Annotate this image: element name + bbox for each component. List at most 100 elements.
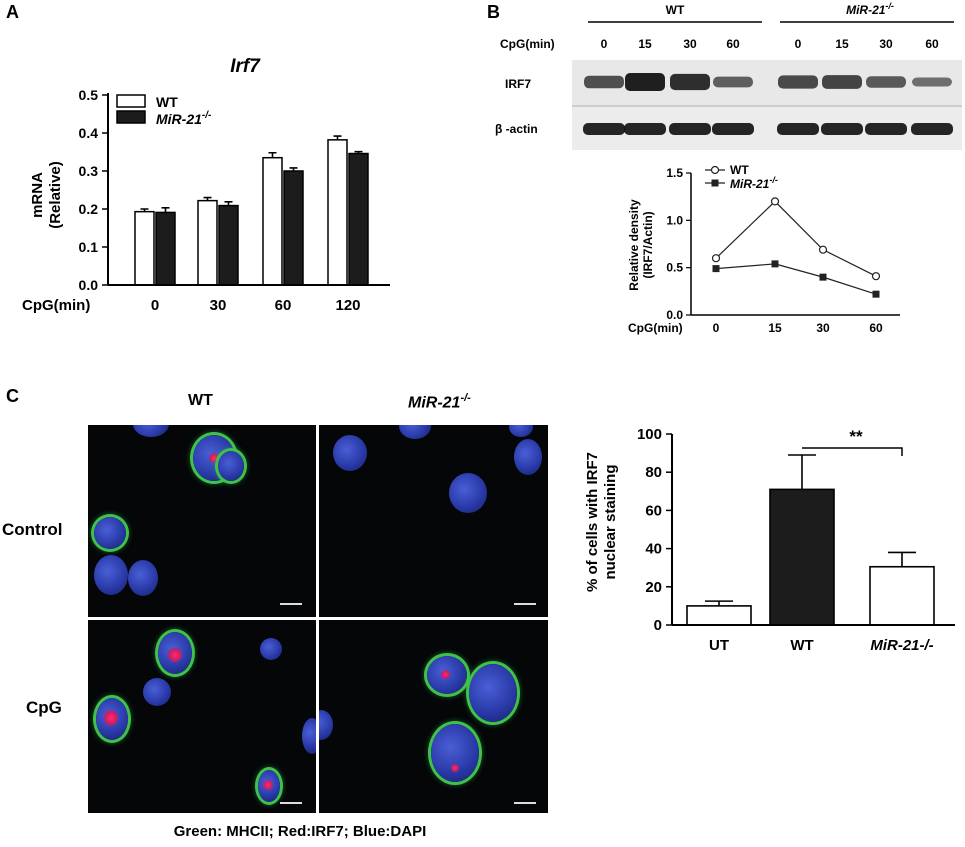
panel-a-chart: Irf7 mRNA (Relative) 0.00.10.20.30.40.5 … <box>22 56 390 314</box>
panel-a-bar <box>134 210 155 286</box>
legend-marker-wt <box>710 165 720 175</box>
blot-header-ko: MiR-21-/- <box>846 1 894 17</box>
legend-line-label-wt: WT <box>730 163 749 177</box>
panel-a-error-bar <box>354 150 363 154</box>
legend-label-wt: WT <box>156 94 178 110</box>
panel-a-ylabel: mRNA (Relative) <box>29 161 64 229</box>
panel-b-ylabel-line2: (IRF7/Actin) <box>641 211 655 278</box>
panel-c-letter: C <box>6 386 19 406</box>
panel-a-ytick-label: 0.0 <box>79 277 99 293</box>
panel-b-point <box>771 260 779 268</box>
panel-a-bar <box>155 211 176 286</box>
panel-a-title: Irf7 <box>230 56 261 77</box>
blot-lane-label: 30 <box>683 37 697 51</box>
blot-band-actin <box>669 123 711 135</box>
legend-ko-name: MiR-21 <box>156 111 202 127</box>
panel-b-point <box>711 254 721 263</box>
panel-b-figure: WT MiR-21-/- CpG(min) 0 15 30 60 0 15 30 60 IRF… <box>495 1 962 335</box>
panel-c-error-bar <box>788 454 816 490</box>
significance-stars: ** <box>849 427 863 446</box>
blot-lane-label: 15 <box>638 37 652 51</box>
panel-c-error-bar <box>705 600 733 606</box>
blot-label-actin: β -actin <box>495 122 538 136</box>
panel-a-xtick-label: 120 <box>335 297 360 314</box>
panel-b-ytick-label: 1.5 <box>666 166 683 180</box>
blot-lane-label: 60 <box>726 37 740 51</box>
panel-b-point <box>770 197 780 206</box>
blot-header-ko-name: MiR-21 <box>846 3 886 17</box>
blot-lane-label: 0 <box>795 37 802 51</box>
blot-band-actin <box>624 123 666 135</box>
panel-b-point <box>712 265 720 273</box>
panel-b-series-line <box>715 263 877 295</box>
row-label-cpg: CpG <box>26 698 62 717</box>
panel-a-xtick-label: 60 <box>275 297 292 314</box>
legend-ko-sup: -/- <box>202 110 212 121</box>
panel-a-bar <box>283 170 304 286</box>
panel-c-ytick-label: 20 <box>645 579 662 596</box>
panel-b-point <box>871 272 881 281</box>
panel-c-ytick-label: 100 <box>637 426 662 443</box>
panel-a-bar <box>262 156 283 286</box>
panel-a-ylabel-line2: (Relative) <box>47 161 64 229</box>
panel-a-xtick-label: 30 <box>210 297 227 314</box>
panel-b-point <box>818 245 828 254</box>
blot-band-irf7 <box>822 75 862 89</box>
panel-a-ylabel-line1: mRNA <box>29 172 46 218</box>
panel-a-ytick-label: 0.5 <box>79 87 99 103</box>
legend-label-ko: MiR-21-/- <box>156 110 212 127</box>
panel-a-bar <box>348 152 369 286</box>
panel-b-ylabel-line1: Relative density <box>627 199 641 291</box>
panel-b-ytick-label: 1.0 <box>666 213 683 227</box>
panel-c-bar <box>769 488 835 626</box>
panel-c-chart: % of cells with IRF7 nuclear staining 0 2… <box>584 426 955 654</box>
panel-b-letter: B <box>487 2 500 22</box>
panel-a-bar <box>218 204 239 286</box>
blot-band-actin <box>583 123 625 135</box>
micrograph-caption: Green: MHCII; Red:IRF7; Blue:DAPI <box>173 823 427 840</box>
blot-band-actin <box>821 123 863 135</box>
panel-a-error-bar <box>268 151 277 158</box>
panel-a-error-bar <box>289 167 298 171</box>
legend-line-ko-name: MiR-21 <box>730 177 770 191</box>
col-header-ko-name: MiR-21 <box>408 394 461 412</box>
blot-lane-label: 15 <box>835 37 849 51</box>
panel-a-error-bar <box>140 208 149 212</box>
panel-c-ylabel: % of cells with IRF7 nuclear staining <box>584 452 619 592</box>
significance-bracket <box>802 447 903 456</box>
legend-line-label-ko: MiR-21-/- <box>730 175 778 191</box>
panel-c-ylabel-line1: % of cells with IRF7 <box>584 452 601 592</box>
micrograph-ko-cpg <box>319 620 548 813</box>
blot-band-irf7 <box>866 76 906 88</box>
micrograph-wt-cpg <box>88 620 316 813</box>
panel-b-x-prefix: CpG(min) <box>628 321 683 335</box>
blot-band-irf7 <box>912 77 952 87</box>
panel-b-point <box>872 290 880 298</box>
panel-b-xtick-label: 60 <box>869 321 883 335</box>
row-label-control: Control <box>2 520 63 539</box>
panel-a-x-prefix: CpG(min) <box>22 297 90 314</box>
panel-c-bar <box>686 605 752 626</box>
blot-band-actin <box>911 123 953 135</box>
blot-band-actin <box>712 123 754 135</box>
panel-b-point <box>819 273 827 281</box>
panel-c-bar <box>869 565 935 626</box>
panel-c-xtick-label: WT <box>790 637 813 654</box>
legend-marker-ko <box>711 179 719 187</box>
legend-swatch-wt <box>116 94 146 108</box>
panel-a-ytick-label: 0.1 <box>79 239 99 255</box>
blot-band-actin <box>777 123 819 135</box>
blot-lane-label: 60 <box>925 37 939 51</box>
blot-header-wt: WT <box>666 3 685 17</box>
legend-line-ko-sup: -/- <box>769 175 778 185</box>
panel-a-xtick-label: 0 <box>151 297 159 314</box>
panel-a-ytick-label: 0.4 <box>79 125 99 141</box>
blot-lane-label: 0 <box>601 37 608 51</box>
panel-a-ytick-label: 0.2 <box>79 201 99 217</box>
panel-a-bar <box>197 199 218 286</box>
panel-c-error-bar <box>888 551 916 567</box>
blot-header-ko-sup: -/- <box>885 1 894 11</box>
panel-b-series-line <box>715 200 877 277</box>
panel-b-xtick-label: 15 <box>768 321 782 335</box>
panel-a-error-bar <box>161 207 170 213</box>
